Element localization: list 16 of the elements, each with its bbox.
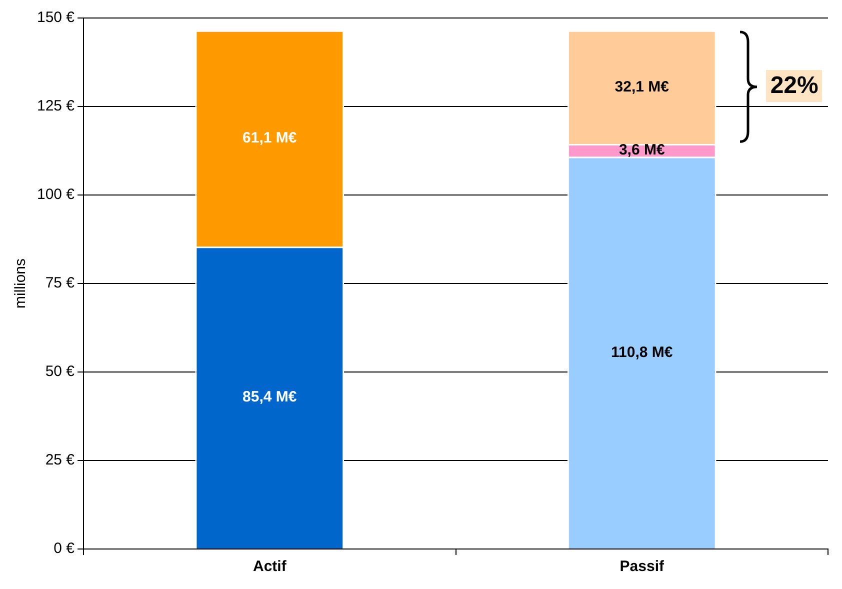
y-axis-title: millions [12, 258, 30, 309]
y-tick-label: 0 € [54, 540, 76, 558]
data-label: 61,1 M€ [242, 130, 298, 147]
x-tick-label: Passif [620, 558, 665, 576]
y-tick-label: 75 € [45, 274, 76, 292]
y-tick-label: 100 € [36, 186, 76, 204]
y-tick-label: 25 € [45, 452, 76, 469]
data-label: 110,8 M€ [611, 344, 674, 361]
annotation: 22% [766, 70, 822, 102]
y-tick-label: 150 € [36, 9, 76, 26]
y-tick-label: 125 € [36, 98, 76, 115]
data-label: 3,6 M€ [618, 142, 666, 159]
data-label: 32,1 M€ [614, 78, 670, 96]
data-label: 85,4 M€ [242, 388, 298, 406]
x-tick-label: Actif [252, 558, 288, 576]
y-tick-label: 50 € [45, 363, 76, 380]
